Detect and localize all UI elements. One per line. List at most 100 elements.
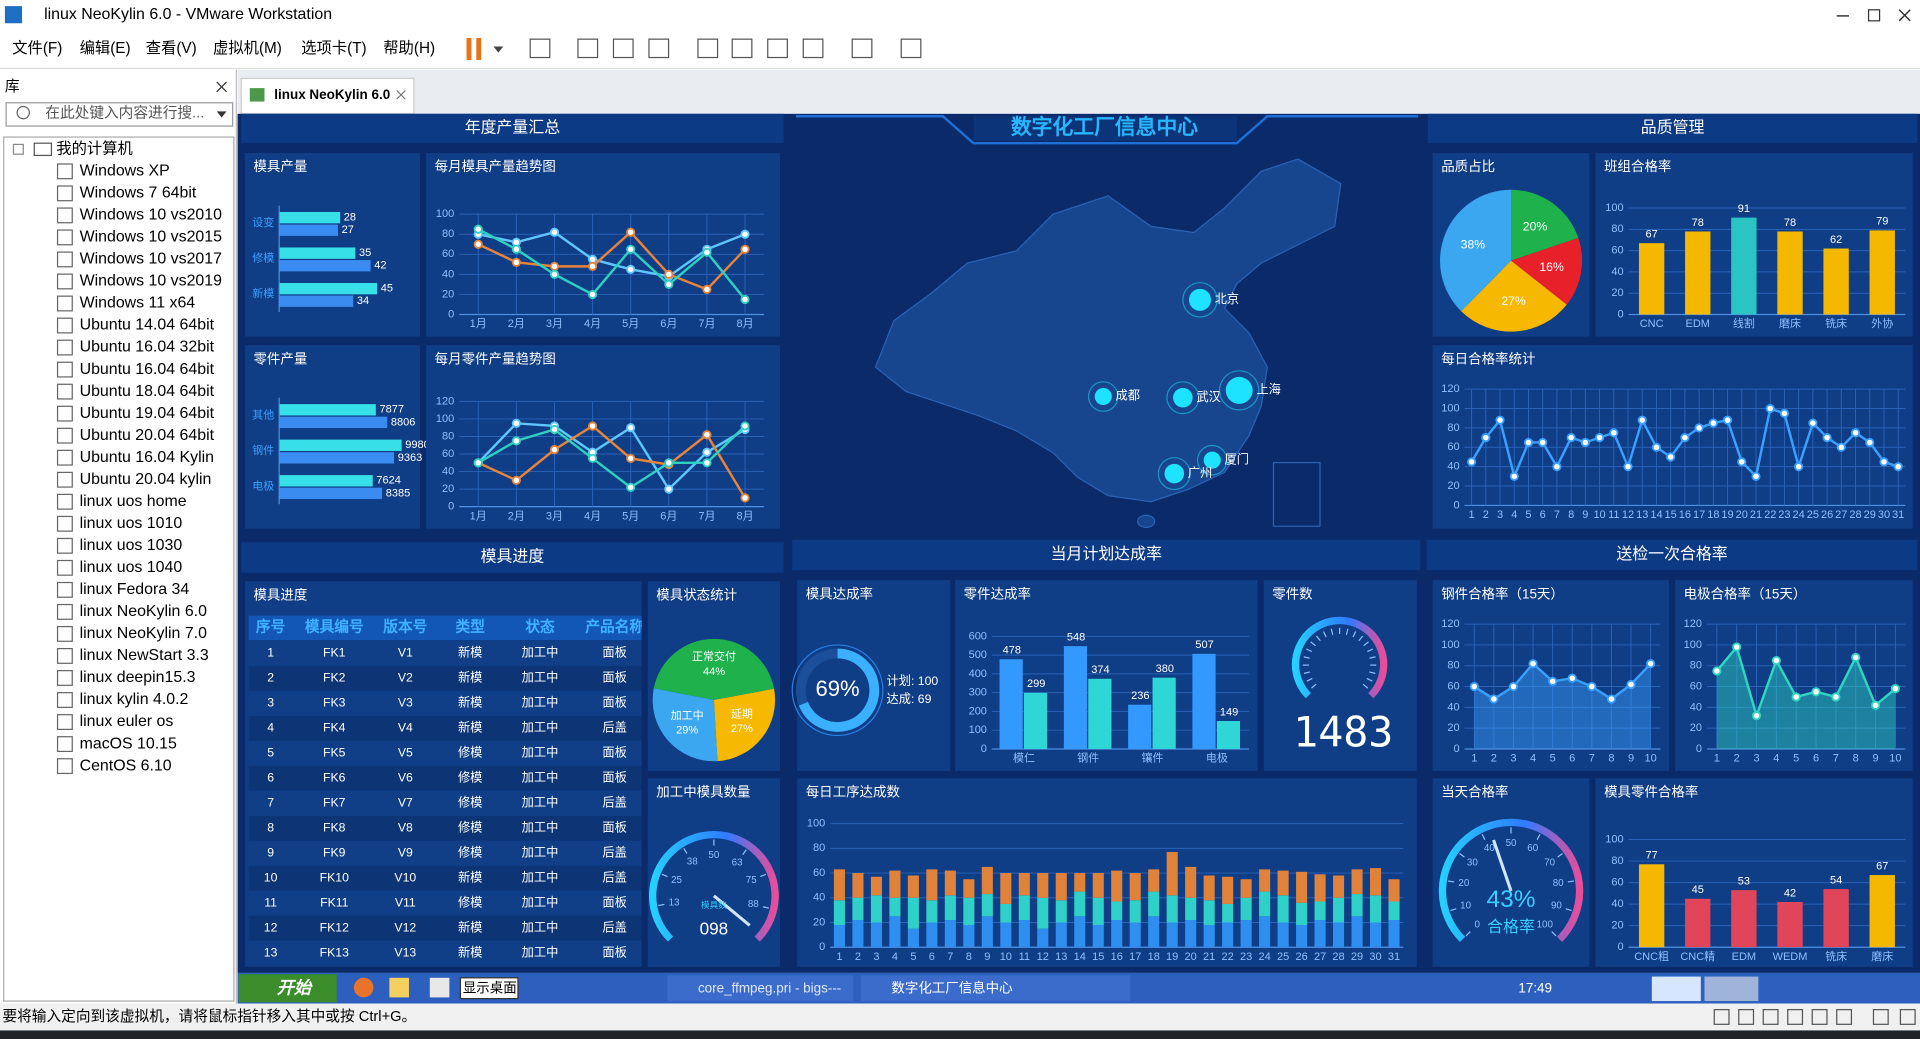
tree-root[interactable]: 我的计算机 bbox=[56, 139, 133, 157]
vm-item[interactable]: Windows 10 vs2015 bbox=[80, 229, 223, 246]
vm-item[interactable]: linux uos 1010 bbox=[80, 515, 183, 532]
vm-item[interactable]: CentOS 6.10 bbox=[80, 757, 172, 774]
table-row bbox=[248, 865, 642, 891]
vm-item[interactable]: linux NeoKylin 6.0 bbox=[80, 603, 208, 620]
vm-item[interactable]: linux NewStart 3.3 bbox=[80, 647, 209, 664]
point bbox=[549, 261, 560, 271]
vm-item[interactable]: Ubuntu 16.04 Kylin bbox=[80, 449, 214, 466]
vm-item[interactable]: Ubuntu 18.04 64bit bbox=[80, 383, 215, 400]
panel-title: 模具零件合格率 bbox=[1604, 784, 1698, 800]
data-label: 62 bbox=[1830, 234, 1842, 246]
table-cell: 1 bbox=[267, 646, 274, 660]
x-tick-label: 2月 bbox=[508, 510, 525, 522]
vm-item[interactable]: linux Fedora 34 bbox=[80, 581, 190, 598]
x-tick-label: 19 bbox=[1721, 509, 1733, 521]
vm-item[interactable]: Windows XP bbox=[80, 163, 170, 180]
panel bbox=[244, 152, 420, 337]
vm-item[interactable]: Ubuntu 16.04 64bit bbox=[80, 361, 215, 378]
point bbox=[1708, 418, 1718, 428]
gauge-tick-label: 75 bbox=[746, 875, 757, 886]
tab-label[interactable]: linux NeoKylin 6.0 bbox=[274, 87, 390, 102]
taskbar-item[interactable]: core_ffmpeg.pri - bigs--- bbox=[698, 980, 841, 995]
x-tick-label: 18 bbox=[1148, 951, 1160, 963]
menu-item[interactable]: 选项卡(T) bbox=[301, 40, 366, 57]
taskbar-item[interactable]: 显示桌面 bbox=[463, 980, 517, 995]
browser-icon bbox=[353, 977, 374, 998]
data-label: 54 bbox=[1830, 874, 1842, 886]
slice-value: 27% bbox=[1501, 294, 1526, 308]
point bbox=[626, 423, 636, 433]
x-tick-label: 8月 bbox=[736, 510, 753, 522]
menu-item[interactable]: 文件(F) bbox=[12, 40, 62, 57]
x-tick-label: 13 bbox=[1055, 951, 1067, 963]
bar bbox=[279, 404, 376, 416]
x-tick-label: 6月 bbox=[660, 510, 677, 522]
table-cell: V8 bbox=[398, 820, 413, 834]
vm-item[interactable]: linux uos 1030 bbox=[80, 537, 183, 554]
y-tick-label: 60 bbox=[1611, 877, 1623, 889]
vm-item[interactable]: Ubuntu 20.04 kylin bbox=[80, 471, 212, 488]
vm-item[interactable]: Ubuntu 20.04 64bit bbox=[80, 427, 215, 444]
search-placeholder[interactable]: 在此处键入内容进行搜... bbox=[45, 105, 204, 122]
bar-segment bbox=[1148, 891, 1160, 917]
vm-item[interactable]: Windows 10 vs2019 bbox=[80, 273, 223, 290]
vm-item[interactable]: linux NeoKylin 7.0 bbox=[80, 625, 208, 642]
vm-item[interactable]: linux deepin15.3 bbox=[80, 669, 196, 686]
menu-item[interactable]: 虚拟机(M) bbox=[213, 40, 282, 57]
panel-title: 电极合格率（15天） bbox=[1684, 585, 1807, 601]
table-row bbox=[248, 641, 642, 666]
bar bbox=[1216, 721, 1241, 749]
vm-item[interactable]: Windows 11 x64 bbox=[80, 295, 196, 312]
vm-item[interactable]: macOS 10.15 bbox=[80, 735, 177, 752]
vm-item[interactable]: Windows 10 vs2010 bbox=[80, 207, 223, 224]
menu-item[interactable]: 查看(V) bbox=[146, 40, 197, 57]
bar-segment bbox=[833, 924, 845, 948]
x-tick-label: 9 bbox=[1582, 509, 1588, 521]
point bbox=[1609, 428, 1619, 438]
y-tick-label: 0 bbox=[1618, 308, 1624, 320]
table-row bbox=[248, 915, 642, 941]
x-tick-label: 4 bbox=[1773, 753, 1779, 765]
table-cell: 新模 bbox=[458, 720, 482, 735]
y-tick-label: 120 bbox=[1441, 618, 1459, 630]
bar-segment bbox=[1018, 920, 1030, 948]
vm-item[interactable]: Ubuntu 14.04 64bit bbox=[80, 317, 215, 334]
vm-item[interactable]: linux euler os bbox=[80, 713, 174, 730]
point bbox=[473, 224, 483, 234]
tab-strip bbox=[237, 69, 1920, 114]
bar bbox=[279, 260, 371, 272]
x-tick-label: 4 bbox=[1530, 753, 1536, 765]
start-label[interactable]: 开始 bbox=[277, 977, 313, 997]
note: 计划: 100 bbox=[887, 674, 939, 688]
x-tick-label: 7 bbox=[1554, 509, 1560, 521]
menu-item[interactable]: 编辑(E) bbox=[80, 40, 131, 57]
gauge-tick bbox=[1448, 880, 1455, 883]
vm-icon bbox=[56, 471, 73, 488]
vm-item[interactable]: Ubuntu 19.04 64bit bbox=[80, 405, 215, 422]
point bbox=[1791, 692, 1801, 702]
city-dot bbox=[1203, 451, 1221, 469]
bar-segment bbox=[981, 916, 993, 948]
vm-item[interactable]: Ubuntu 16.04 32bit bbox=[80, 339, 215, 356]
vm-item[interactable]: Windows 10 vs2017 bbox=[80, 251, 223, 268]
toolbar-icon bbox=[802, 38, 824, 59]
status-icon bbox=[1787, 1009, 1804, 1025]
app-icon bbox=[4, 6, 23, 24]
series-line bbox=[477, 228, 746, 301]
vm-item[interactable]: linux kylin 4.0.2 bbox=[80, 691, 189, 708]
table-cell: 加工中 bbox=[522, 819, 559, 834]
vm-item[interactable]: Windows 7 64bit bbox=[80, 185, 197, 202]
table-cell: V12 bbox=[394, 920, 416, 934]
menu-item[interactable]: 帮助(H) bbox=[383, 40, 435, 57]
vm-item[interactable]: linux uos 1040 bbox=[80, 559, 183, 576]
status-icon bbox=[1713, 1009, 1730, 1025]
bar-segment bbox=[870, 922, 882, 948]
x-tick-label: 5 bbox=[1793, 753, 1799, 765]
point bbox=[1580, 437, 1590, 448]
vm-item[interactable]: linux uos home bbox=[80, 493, 187, 510]
taskbar-item[interactable]: 数字化工厂信息中心 bbox=[891, 979, 1012, 995]
bar-segment bbox=[1333, 897, 1345, 923]
vm-icon bbox=[56, 736, 73, 753]
point bbox=[740, 493, 750, 503]
